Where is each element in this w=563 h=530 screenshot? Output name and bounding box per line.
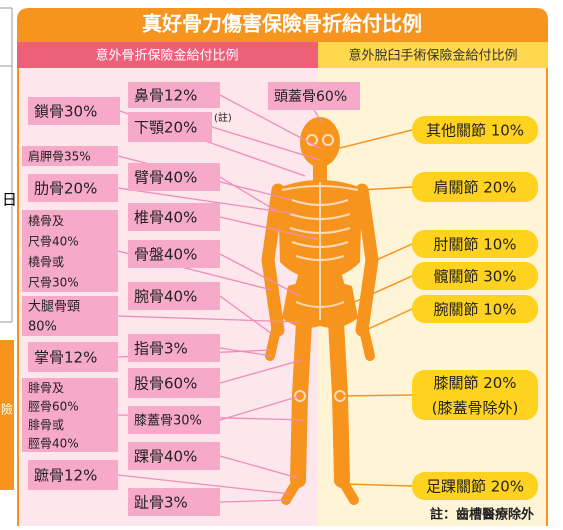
fracture-label: 橈骨或	[28, 255, 64, 269]
dislocation-connector	[342, 395, 412, 396]
fracture-label: 指骨3%	[134, 340, 188, 358]
dislocation-label: 肘關節 10%	[433, 236, 516, 254]
fracture-label: 尺骨40%	[28, 234, 79, 248]
fracture-label: 大腿骨頸	[28, 300, 80, 315]
fracture-label: 鎖骨30%	[34, 103, 97, 121]
fracture-label: 肋骨20%	[34, 180, 97, 198]
fracture-header: 意外骨折保險金給付比例	[95, 48, 238, 64]
fracture-label: 掌骨12%	[34, 349, 97, 367]
fracture-label: 脛骨60%	[28, 399, 79, 413]
title: 真好骨力傷害保險骨折給付比例	[142, 12, 422, 36]
dislocation-label: 其他關節 10%	[426, 122, 524, 140]
infographic: 日 險 真好骨力傷害保險骨折給付比例 意外骨折保險金給付比例 意外脫臼手術保險金…	[0, 0, 563, 526]
fracture-label: 肩胛骨35%	[28, 149, 91, 164]
fracture-label: 蹠骨12%	[34, 467, 97, 485]
fracture-label: 脛骨40%	[28, 436, 79, 450]
edge-fragment: 險	[1, 402, 13, 417]
fracture-label: 橈骨及	[28, 214, 64, 228]
note: 註：齒槽醫療除外	[430, 507, 534, 523]
fracture-label: 踝骨40%	[134, 448, 197, 466]
fracture-label: 頭蓋骨60%	[274, 89, 347, 105]
fracture-label-note: (註)	[214, 112, 232, 124]
dislocation-label: 足踝關節 20%	[426, 478, 524, 496]
dislocation-label: 腕關節 10%	[433, 301, 516, 319]
fracture-label: 下顎20%	[134, 119, 197, 137]
dislocation-label: 肩關節 20%	[433, 179, 516, 197]
fracture-label: 尺骨30%	[28, 275, 79, 289]
fracture-label: 腓骨或	[28, 417, 64, 432]
edge-fragment: 日	[2, 191, 17, 209]
fracture-label: 膝蓋骨30%	[134, 414, 202, 429]
dislocation-label: 髖關節 30%	[433, 268, 516, 286]
dislocation-label: (膝蓋骨除外)	[432, 399, 519, 417]
fracture-label: 鼻骨12%	[134, 87, 197, 105]
dislocation-header: 意外脫臼手術保險金給付比例	[348, 48, 517, 64]
fracture-label: 椎骨40%	[134, 209, 197, 227]
fracture-label: 趾骨3%	[134, 494, 188, 512]
fracture-label: 腓骨及	[28, 380, 64, 395]
fracture-label: 臂骨40%	[134, 169, 197, 187]
fracture-label: 股骨60%	[134, 375, 197, 393]
fracture-label: 腕骨40%	[134, 288, 197, 306]
fracture-label: 80%	[28, 320, 57, 335]
fracture-label: 骨盤40%	[134, 246, 197, 264]
dislocation-label: 膝關節 20%	[433, 374, 516, 392]
